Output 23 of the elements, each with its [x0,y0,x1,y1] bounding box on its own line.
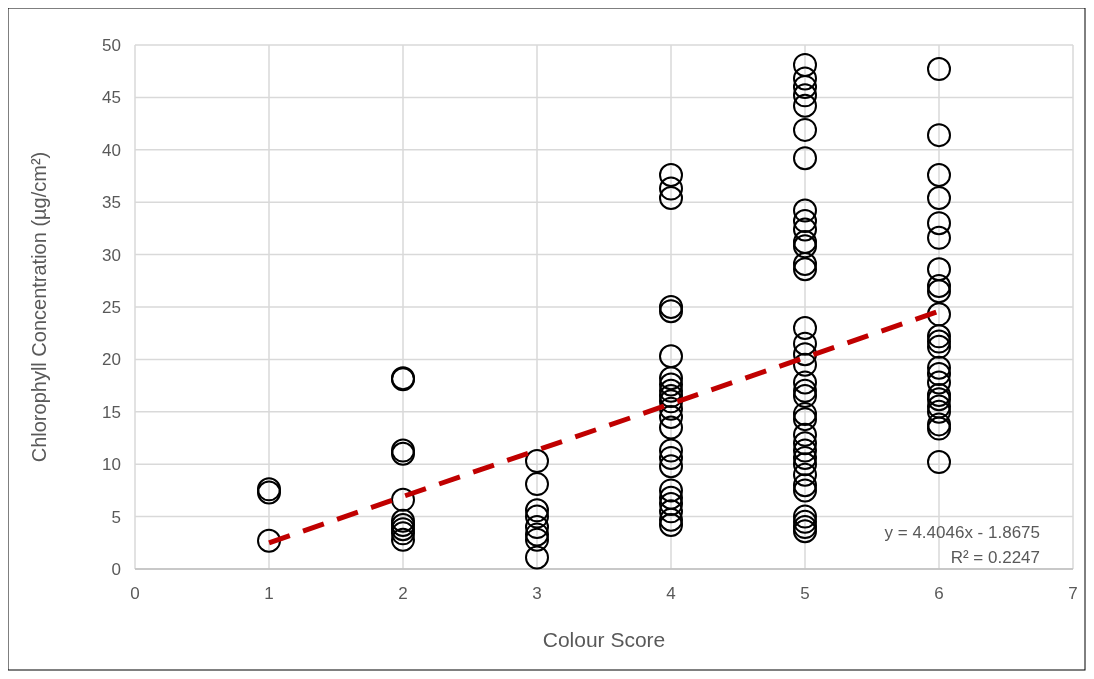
y-tick-label: 40 [102,140,121,160]
x-tick-label: 2 [398,584,408,603]
annotation: R² = 0.2247 [950,548,1040,567]
x-tick-label: 1 [264,584,274,603]
y-tick-label: 25 [102,297,121,317]
x-tick-label: 0 [130,584,140,603]
y-tick-label: 35 [102,193,121,213]
annotation: y = 4.4046x - 1.8675 [884,523,1040,542]
x-tick-label: 4 [666,584,676,603]
x-tick-label: 6 [934,584,944,603]
y-tick-label: 50 [102,35,121,55]
y-tick-label: 30 [102,245,121,265]
x-tick-label: 7 [1068,584,1078,603]
y-tick-label: 5 [111,507,121,527]
y-tick-label: 10 [102,455,121,475]
y-tick-label: 0 [111,559,121,579]
y-tick-label: 15 [102,402,121,422]
x-tick-label: 3 [532,584,542,603]
x-axis-title: Colour Score [542,628,666,651]
y-axis-title: Chlorophyll Concentration (µg/cm²) [28,151,50,463]
y-tick-label: 20 [102,350,121,370]
x-tick-label: 5 [800,584,810,603]
y-tick-label: 45 [102,88,121,108]
